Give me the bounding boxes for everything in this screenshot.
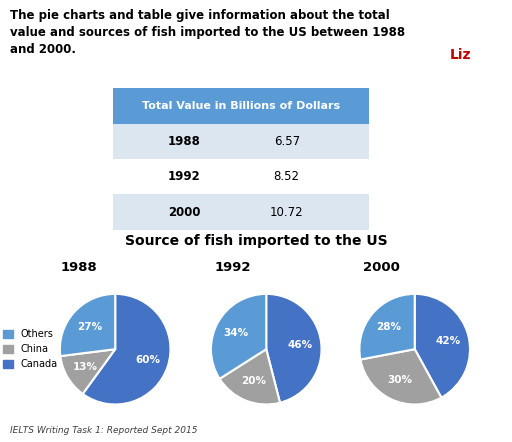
- Wedge shape: [360, 349, 441, 404]
- Text: 27%: 27%: [77, 321, 102, 332]
- Wedge shape: [211, 294, 266, 379]
- Text: Source of fish imported to the US: Source of fish imported to the US: [125, 234, 387, 248]
- Bar: [113, 88, 369, 124]
- Text: IELTS Writing Task 1: Reported Sept 2015: IELTS Writing Task 1: Reported Sept 2015: [10, 427, 198, 435]
- Text: 1992: 1992: [168, 170, 201, 183]
- Text: 8.52: 8.52: [274, 170, 300, 183]
- Wedge shape: [60, 349, 115, 394]
- Text: The pie charts and table give information about the total
value and sources of f: The pie charts and table give informatio…: [10, 9, 406, 56]
- Text: 2000: 2000: [168, 206, 201, 219]
- Wedge shape: [220, 349, 280, 404]
- Text: 2000: 2000: [363, 261, 400, 274]
- Bar: [113, 124, 369, 159]
- Text: 1988: 1988: [61, 261, 98, 274]
- Text: 10.72: 10.72: [270, 206, 304, 219]
- Text: 30%: 30%: [388, 375, 413, 385]
- Text: 46%: 46%: [288, 340, 313, 350]
- Bar: [113, 159, 369, 194]
- Text: 34%: 34%: [224, 328, 249, 338]
- Bar: [434, 34, 487, 77]
- Text: 13%: 13%: [73, 362, 98, 372]
- Wedge shape: [359, 294, 415, 359]
- Text: IELTS: IELTS: [352, 48, 393, 62]
- Text: 20%: 20%: [241, 376, 266, 386]
- Text: 42%: 42%: [435, 335, 460, 346]
- Wedge shape: [266, 294, 322, 403]
- Wedge shape: [83, 294, 170, 404]
- Text: 1988: 1988: [168, 135, 201, 148]
- Wedge shape: [415, 294, 470, 398]
- Text: Total Value in Billions of Dollars: Total Value in Billions of Dollars: [142, 101, 339, 111]
- Wedge shape: [60, 294, 115, 356]
- Text: 60%: 60%: [135, 355, 160, 365]
- Text: 1992: 1992: [215, 261, 251, 274]
- Bar: [113, 194, 369, 230]
- Text: 28%: 28%: [376, 322, 401, 332]
- Legend: Others, China, Canada: Others, China, Canada: [4, 329, 58, 369]
- Text: Liz: Liz: [450, 48, 472, 62]
- Text: 6.57: 6.57: [273, 135, 300, 148]
